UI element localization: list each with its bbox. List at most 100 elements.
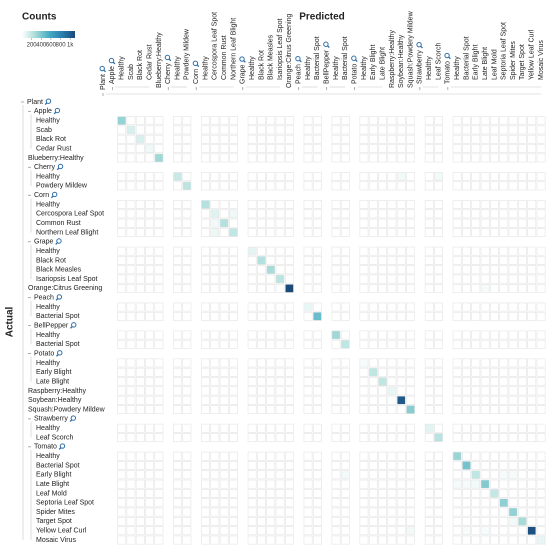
cell (331, 172, 341, 181)
search-icon[interactable] (50, 191, 58, 199)
cell (462, 405, 471, 414)
cell (527, 172, 537, 181)
cell (378, 507, 387, 517)
cell (247, 116, 257, 126)
cell (117, 461, 127, 470)
cell (229, 489, 238, 498)
cell (312, 144, 322, 153)
cell (303, 386, 313, 396)
search-icon[interactable] (55, 350, 63, 357)
search-icon[interactable] (56, 163, 64, 171)
search-icon[interactable] (69, 322, 77, 329)
cell (434, 367, 443, 377)
cell (266, 489, 276, 498)
search-icon[interactable] (164, 54, 172, 62)
cell (210, 377, 220, 386)
cell (201, 116, 210, 126)
search-icon[interactable] (99, 65, 107, 73)
cell (303, 470, 313, 480)
cell (359, 423, 369, 433)
search-icon[interactable] (53, 107, 61, 115)
cell (284, 433, 294, 442)
cell (536, 265, 546, 275)
cell (126, 256, 136, 265)
cell (247, 265, 257, 275)
cell (126, 470, 136, 480)
cell (527, 153, 537, 163)
search-icon[interactable] (444, 52, 451, 60)
cell (490, 265, 499, 275)
cell (266, 433, 276, 442)
search-icon[interactable] (323, 41, 330, 49)
cell (396, 330, 406, 340)
cell (182, 405, 192, 414)
cell (312, 134, 322, 144)
row-label: Healthy (36, 201, 60, 208)
cell (368, 470, 378, 480)
cell (173, 526, 182, 536)
cell (145, 386, 154, 396)
cell (424, 144, 434, 153)
cell (219, 470, 229, 480)
cell (117, 386, 127, 396)
cell (219, 507, 229, 517)
cell (434, 209, 443, 219)
cell (210, 423, 220, 433)
search-icon[interactable] (44, 98, 52, 106)
cell (219, 311, 229, 321)
cell (490, 339, 499, 349)
cell (154, 200, 164, 209)
search-icon[interactable] (239, 56, 246, 63)
cell (359, 274, 369, 284)
cell (536, 256, 546, 265)
cell (499, 274, 509, 284)
cell (406, 535, 415, 545)
cell (396, 423, 406, 433)
cell (508, 265, 518, 275)
cell (424, 246, 434, 256)
cell (266, 228, 276, 237)
cell (275, 283, 285, 293)
cell (480, 181, 490, 191)
search-icon[interactable] (192, 60, 200, 68)
search-icon[interactable] (108, 57, 116, 65)
cell (517, 405, 527, 414)
cell (145, 311, 154, 321)
cell (490, 367, 499, 377)
cell (266, 330, 276, 340)
search-icon[interactable] (69, 415, 77, 422)
cell (173, 516, 182, 526)
cell (508, 489, 518, 498)
cell (331, 516, 341, 526)
cell (275, 516, 285, 526)
cell (257, 256, 266, 265)
search-icon[interactable] (351, 55, 358, 63)
search-icon[interactable] (295, 55, 302, 63)
cell (257, 218, 266, 228)
cell (284, 516, 294, 526)
cell (312, 200, 322, 209)
cell (173, 507, 182, 517)
cell (387, 311, 397, 321)
column-label: Yellow Leaf Curl (529, 29, 536, 80)
cell (452, 311, 462, 321)
search-icon[interactable] (55, 294, 63, 301)
cell (340, 470, 350, 480)
cell (257, 461, 266, 470)
column-label: Mosaic Virus (538, 40, 545, 80)
cell (434, 311, 443, 321)
search-icon[interactable] (55, 238, 62, 245)
search-icon[interactable] (58, 443, 66, 450)
cell (154, 451, 164, 461)
cell (154, 302, 164, 312)
cell (452, 330, 462, 340)
cell (527, 461, 537, 470)
cell (275, 200, 285, 209)
search-icon[interactable] (416, 41, 423, 49)
cell (229, 479, 238, 489)
cell (210, 200, 220, 209)
cell (517, 358, 527, 368)
cell (173, 358, 182, 368)
cell (452, 405, 462, 414)
cell (536, 461, 546, 470)
